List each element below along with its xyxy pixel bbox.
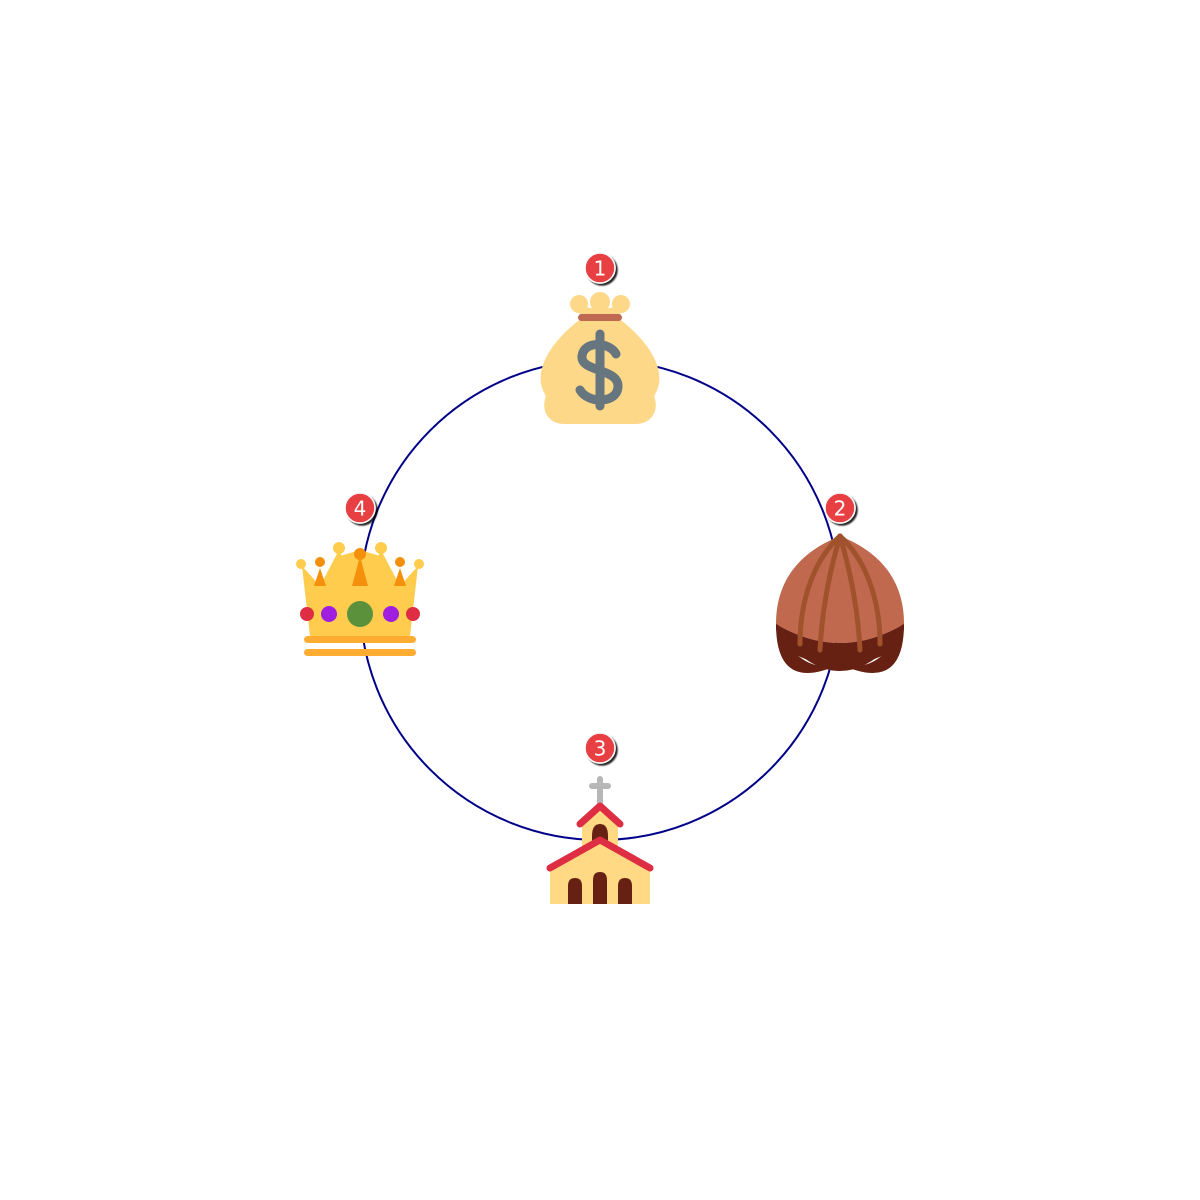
church-icon <box>546 776 654 904</box>
badge-1: 1 <box>584 252 616 284</box>
badge-4: 4 <box>344 492 376 524</box>
badge-2-number: 2 <box>834 497 847 521</box>
node-3: 3 <box>546 732 654 904</box>
badge-4-number: 4 <box>354 497 367 521</box>
badge-3: 3 <box>584 732 616 764</box>
chestnut-icon <box>776 533 904 673</box>
badge-1-number: 1 <box>594 257 607 281</box>
node-4: 4 <box>296 492 424 656</box>
crown-icon <box>296 542 424 656</box>
badge-3-number: 3 <box>594 737 607 761</box>
node-2: 2 <box>776 492 904 673</box>
badge-2: 2 <box>824 492 856 524</box>
cycle-ring <box>359 359 841 841</box>
node-1: 1 <box>540 252 660 424</box>
money-bag-icon <box>540 292 660 424</box>
